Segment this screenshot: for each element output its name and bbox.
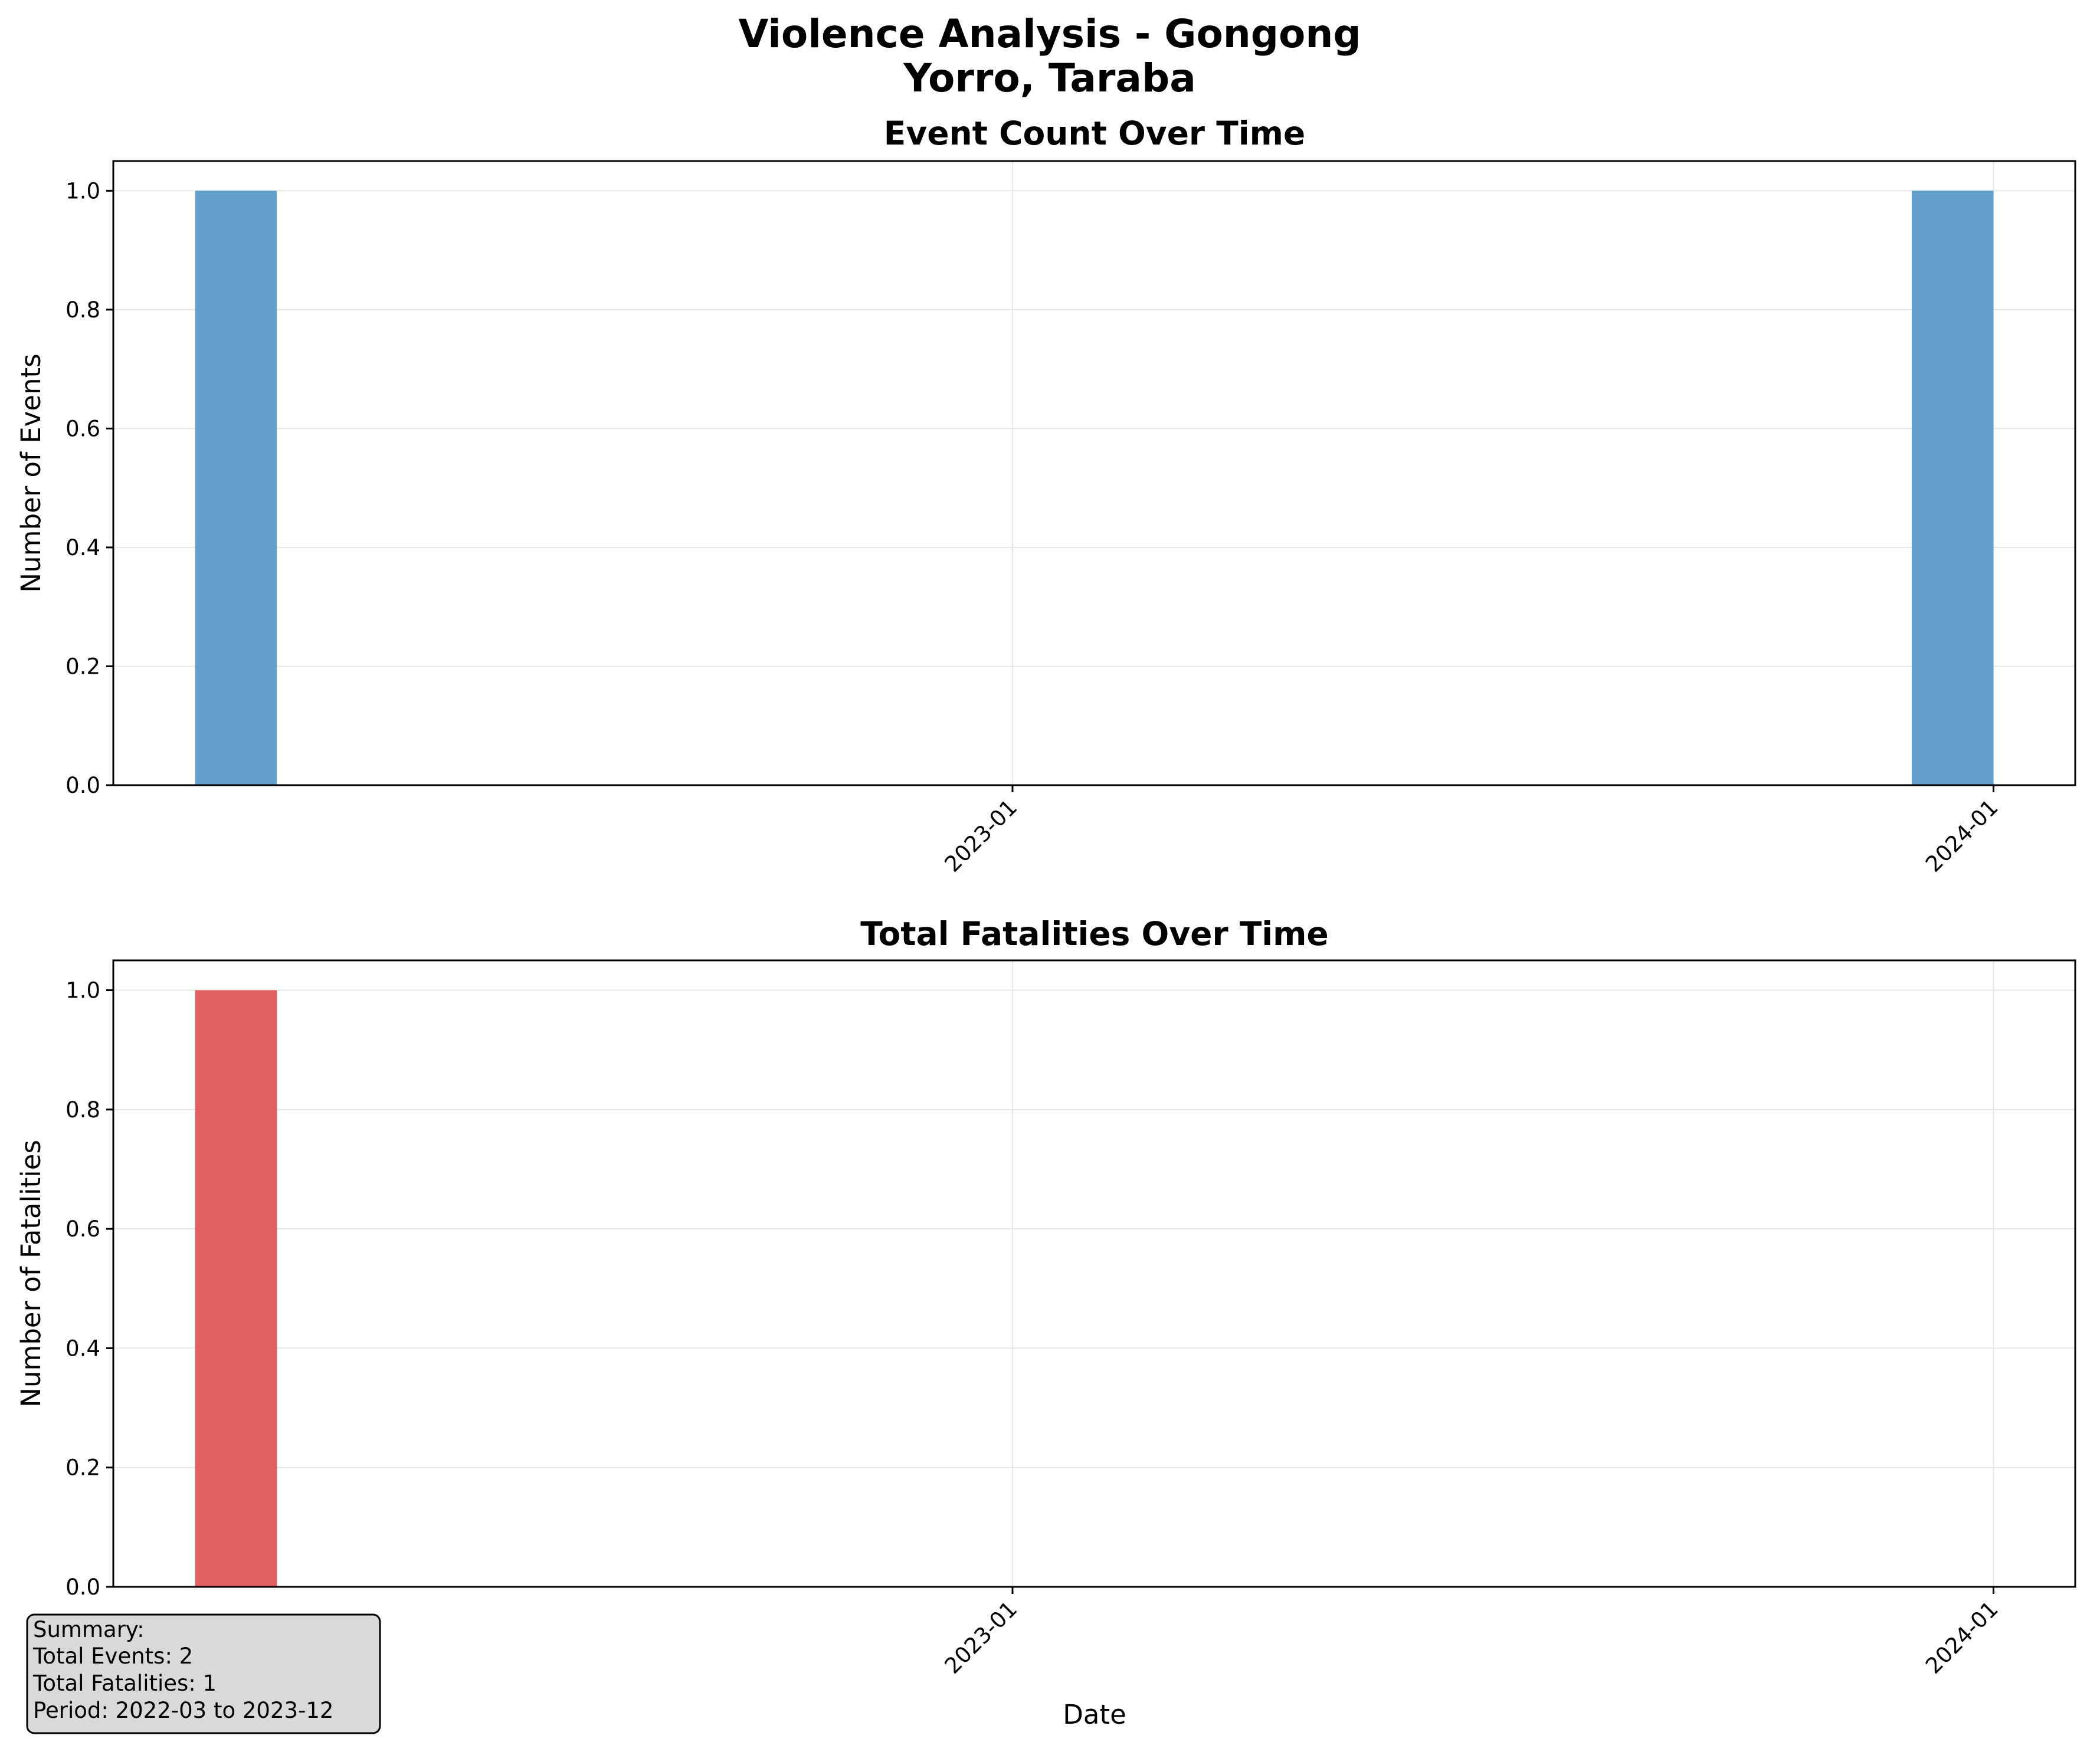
fatalities-y-tick-label: 0.8	[65, 1097, 100, 1123]
event-count-chart-title: Event Count Over Time	[884, 114, 1305, 152]
fatalities-plot-frame	[112, 959, 2076, 1588]
event-count-y-tick-label: 0.8	[65, 297, 100, 323]
event-count-y-tick-label: 0.2	[65, 654, 100, 679]
summary-period: Period: 2022-03 to 2023-12	[33, 1698, 333, 1723]
fatalities-y-tick-label: 1.0	[65, 978, 100, 1003]
summary-heading: Summary:	[33, 1617, 145, 1642]
event-count-bar	[195, 191, 277, 785]
fatalities-bar	[195, 990, 277, 1587]
fatalities-chart-title: Total Fatalities Over Time	[860, 915, 1328, 953]
event-count-bar	[1911, 191, 1994, 785]
fatalities-bars	[195, 990, 277, 1587]
summary-box: Summary: Total Events: 2 Total Fatalitie…	[26, 1613, 381, 1734]
fatalities-y-tick-label: 0.2	[65, 1455, 100, 1481]
summary-total-fatalities: Total Fatalities: 1	[32, 1671, 217, 1696]
fatalities-x-axis-label: Date	[1063, 1699, 1126, 1730]
summary-total-events: Total Events: 2	[32, 1643, 193, 1669]
fatalities-y-tick-label: 0.4	[65, 1336, 100, 1361]
fatalities-y-tick-label: 0.0	[65, 1574, 100, 1600]
event-count-y-tick-label: 0.6	[65, 416, 100, 441]
event-count-y-tick-label: 1.0	[65, 178, 100, 204]
event-count-y-tick-label: 0.0	[65, 773, 100, 798]
event-count-bars	[195, 191, 1994, 785]
figure-title-line-2: Yorro, Taraba	[903, 55, 1195, 101]
event-count-y-axis-label: Number of Events	[15, 353, 47, 592]
fatalities-y-tick-label: 0.6	[65, 1216, 100, 1242]
event-count-y-tick-label: 0.4	[65, 535, 100, 560]
fatalities-y-axis-label: Number of Fatalities	[15, 1140, 47, 1408]
event-count-plot-frame	[112, 160, 2076, 786]
event-count-chart: Event Count Over Time 0.0 0.2 0.4 0.6 0.8 1.0…	[15, 114, 2076, 877]
figure-title-line-1: Violence Analysis - Gongong	[738, 11, 1361, 57]
summary-box-background	[26, 1613, 381, 1734]
